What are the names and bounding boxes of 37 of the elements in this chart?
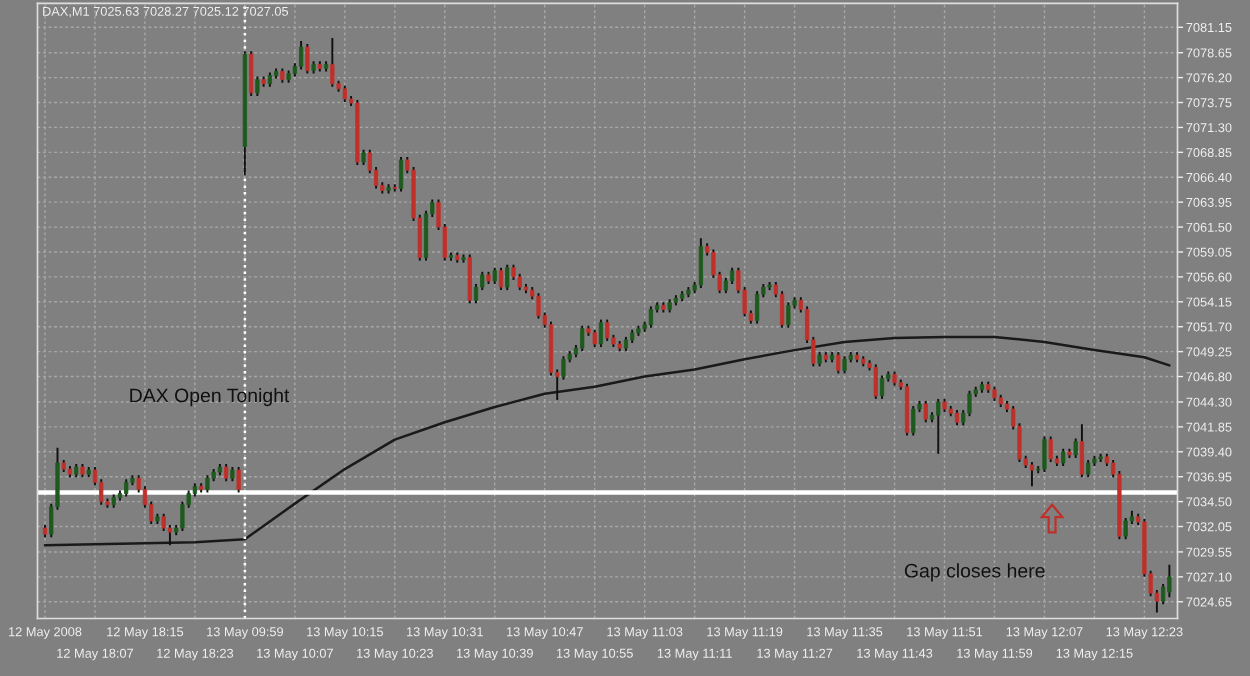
annotation: Gap closes here <box>904 563 1045 582</box>
candlestick <box>249 50 254 97</box>
candlestick <box>786 301 791 329</box>
candlestick <box>1167 563 1172 599</box>
candlestick <box>1073 437 1078 459</box>
candlestick <box>1042 435 1047 474</box>
candlestick <box>580 324 585 353</box>
candlestick <box>536 292 541 320</box>
candlestick <box>836 351 841 375</box>
candlestick <box>1048 435 1053 463</box>
candlestick <box>330 36 335 88</box>
candlestick <box>873 363 878 400</box>
candlestick <box>698 237 704 290</box>
candlestick <box>398 155 404 193</box>
candlestick <box>879 374 885 400</box>
candlestick <box>1123 516 1128 541</box>
annotation: DAX Open Tonight <box>130 388 290 407</box>
candlestick <box>1079 423 1085 479</box>
candlestick <box>648 305 654 329</box>
candlestick <box>236 466 241 494</box>
candlestick <box>936 397 941 455</box>
candlestick <box>255 75 260 97</box>
line-series <box>43 335 1171 547</box>
candlestick <box>498 266 504 292</box>
candlestick <box>911 405 916 437</box>
candlestick <box>754 290 760 325</box>
candlestick <box>1029 460 1035 488</box>
candlestick <box>967 389 972 418</box>
candlestick <box>505 263 510 292</box>
candlestick <box>598 318 604 349</box>
candlestick <box>904 382 910 437</box>
candlestick <box>779 290 785 329</box>
candlestick <box>305 43 310 75</box>
candlestick <box>467 253 472 305</box>
candlestick <box>605 318 610 342</box>
candlestick <box>923 399 928 424</box>
candlestick <box>298 40 304 71</box>
